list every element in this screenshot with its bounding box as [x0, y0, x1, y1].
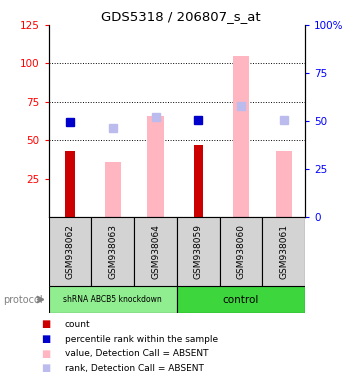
Text: ■: ■	[42, 349, 51, 359]
Text: GSM938062: GSM938062	[66, 224, 75, 279]
Text: GSM938061: GSM938061	[279, 224, 288, 279]
Bar	[219, 217, 262, 286]
Bar	[49, 286, 177, 313]
Bar	[49, 217, 91, 286]
Text: ■: ■	[42, 363, 51, 373]
Text: GSM938060: GSM938060	[236, 224, 245, 279]
Text: control: control	[223, 295, 259, 305]
Bar	[177, 286, 305, 313]
Bar	[105, 162, 121, 217]
Text: GSM938064: GSM938064	[151, 224, 160, 279]
Bar	[177, 217, 219, 286]
Bar	[275, 151, 292, 217]
Bar	[65, 151, 75, 217]
Bar	[193, 145, 203, 217]
Text: protocol: protocol	[4, 295, 43, 305]
Text: count: count	[65, 320, 91, 329]
Bar	[134, 217, 177, 286]
Bar	[233, 56, 249, 217]
Text: ■: ■	[42, 334, 51, 344]
Bar	[262, 217, 305, 286]
Text: ■: ■	[42, 319, 51, 329]
Bar	[91, 217, 134, 286]
Text: GSM938059: GSM938059	[194, 224, 203, 279]
Text: rank, Detection Call = ABSENT: rank, Detection Call = ABSENT	[65, 364, 204, 373]
Text: GDS5318 / 206807_s_at: GDS5318 / 206807_s_at	[101, 10, 260, 23]
Bar	[147, 116, 164, 217]
Text: shRNA ABCB5 knockdown: shRNA ABCB5 knockdown	[64, 295, 162, 304]
Text: GSM938063: GSM938063	[108, 224, 117, 279]
Text: percentile rank within the sample: percentile rank within the sample	[65, 334, 218, 344]
Text: value, Detection Call = ABSENT: value, Detection Call = ABSENT	[65, 349, 209, 358]
